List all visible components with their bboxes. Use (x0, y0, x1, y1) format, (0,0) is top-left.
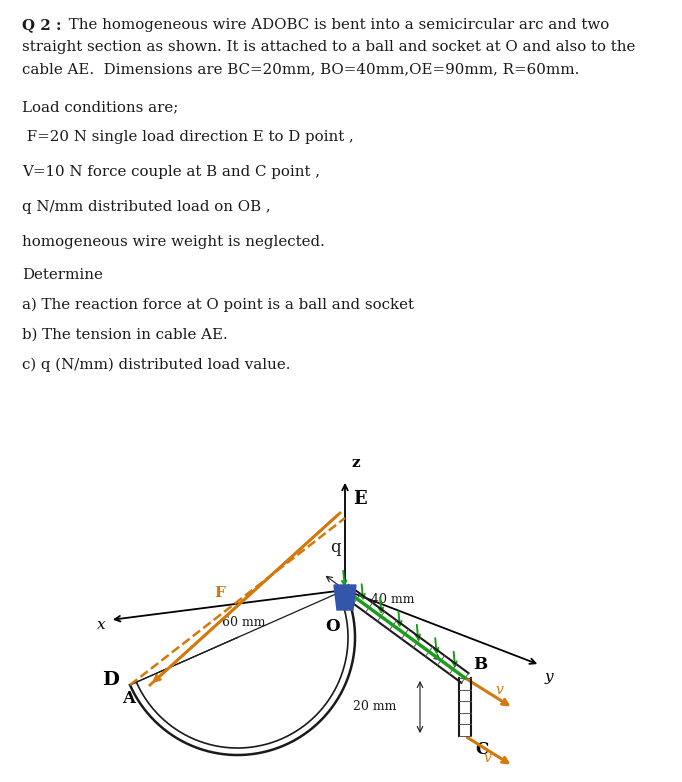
Text: V=10 N force couple at B and C point ,: V=10 N force couple at B and C point , (22, 165, 320, 179)
Text: O: O (325, 618, 340, 635)
Text: y: y (545, 670, 554, 684)
Text: Load conditions are;: Load conditions are; (22, 100, 179, 114)
Text: Q 2 :: Q 2 : (22, 18, 61, 32)
Text: A: A (122, 690, 135, 707)
Text: z: z (351, 456, 359, 470)
Text: v: v (495, 683, 503, 697)
Text: D: D (102, 671, 119, 689)
Text: F=20 N single load direction E to D point ,: F=20 N single load direction E to D poin… (22, 130, 354, 144)
Text: q: q (330, 539, 340, 556)
Text: straight section as shown. It is attached to a ball and socket at O and also to : straight section as shown. It is attache… (22, 40, 636, 54)
Text: C: C (475, 741, 488, 758)
Text: Determine: Determine (22, 268, 103, 282)
Text: E: E (353, 490, 367, 508)
Text: cable AE.  Dimensions are BC=20mm, BO=40mm,OE=90mm, R=60mm.: cable AE. Dimensions are BC=20mm, BO=40m… (22, 62, 580, 76)
Text: v: v (483, 751, 491, 765)
Text: x: x (97, 618, 106, 632)
Text: F: F (213, 586, 224, 600)
Text: B: B (473, 656, 487, 673)
Text: q N/mm distributed load on OB ,: q N/mm distributed load on OB , (22, 200, 271, 214)
Text: 60 mm: 60 mm (222, 615, 266, 629)
Text: a) The reaction force at O point is a ball and socket: a) The reaction force at O point is a ba… (22, 298, 414, 312)
Text: 20 mm: 20 mm (353, 701, 397, 713)
Text: b) The tension in cable AE.: b) The tension in cable AE. (22, 328, 228, 342)
Polygon shape (334, 585, 356, 610)
Text: The homogeneous wire ADOBC is bent into a semicircular arc and two: The homogeneous wire ADOBC is bent into … (64, 18, 609, 32)
Text: homogeneous wire weight is neglected.: homogeneous wire weight is neglected. (22, 235, 325, 249)
Text: c) q (N/mm) distributed load value.: c) q (N/mm) distributed load value. (22, 358, 291, 372)
Text: 40 mm: 40 mm (372, 593, 415, 606)
